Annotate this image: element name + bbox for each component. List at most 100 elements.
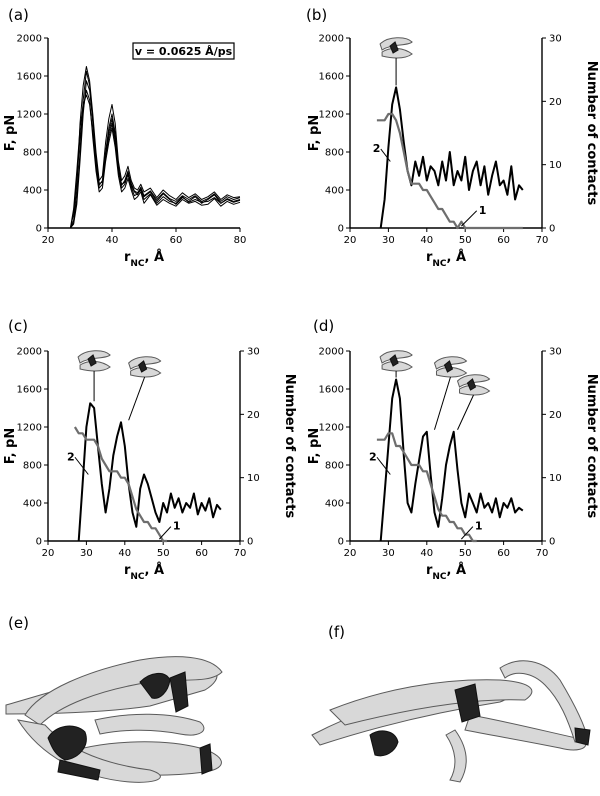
y-tick-label-a: 400 <box>23 186 42 197</box>
y-axis-label-a: F, pN <box>3 115 18 151</box>
y-tick-label-d: 2000 <box>319 347 344 358</box>
y2-axis-label-b: Number of contacts <box>584 61 599 206</box>
y-tick-label-d: 0 <box>338 537 344 548</box>
y2-tick-label-b: 0 <box>549 224 555 235</box>
y2-tick-label-d: 10 <box>549 473 562 484</box>
y2-tick-label-c: 0 <box>247 537 253 548</box>
x-tick-label-d: 70 <box>536 548 549 559</box>
series-line-a-4 <box>70 80 241 229</box>
panel-label-d: (d) <box>313 317 334 335</box>
x-tick-label-c: 20 <box>42 548 55 559</box>
x-tick-label-a: 60 <box>170 235 183 246</box>
inset-helix <box>87 354 97 367</box>
inset-helix <box>443 360 454 373</box>
inset-helix <box>389 41 399 54</box>
x-tick-label-a: 20 <box>42 235 55 246</box>
x-tick-label-c: 40 <box>118 548 131 559</box>
y-tick-label-c: 400 <box>23 499 42 510</box>
y-tick-label-b: 800 <box>325 148 344 159</box>
structure-inset-leader-d-1 <box>434 376 451 430</box>
protein-structure-e <box>5 656 223 783</box>
y-tick-label-c: 800 <box>23 461 42 472</box>
x-tick-label-a: 80 <box>234 235 247 246</box>
y2-tick-label-d: 30 <box>549 347 562 358</box>
x-tick-label-d: 50 <box>459 548 472 559</box>
y-tick-label-b: 2000 <box>319 34 344 45</box>
chart-c: 20 30 40 50 60 7004008001200160020000102030F,… <box>3 347 297 583</box>
curve-label-1-leader-b <box>461 210 478 227</box>
y2-axis-label-c: Number of contacts <box>282 374 297 519</box>
x-axis-label-b: rNC, Å <box>426 249 466 269</box>
x-tick-label-c: 70 <box>234 548 247 559</box>
y-tick-label-d: 1600 <box>319 385 344 396</box>
y-tick-label-c: 1200 <box>17 423 42 434</box>
y-tick-label-b: 400 <box>325 186 344 197</box>
y-tick-label-a: 2000 <box>17 34 42 45</box>
chart-b: 20 30 40 50 60 7004008001200160020000102030F,… <box>307 34 599 270</box>
x-tick-label-d: 20 <box>344 548 357 559</box>
y-axis-label-d: F, pN <box>307 428 322 464</box>
curve-label-2-leader-b <box>380 148 391 162</box>
x-tick-label-c: 30 <box>80 548 93 559</box>
series-line-a-3 <box>69 94 241 229</box>
y-tick-label-b: 0 <box>338 224 344 235</box>
curve-label-1-d: 1 <box>475 520 483 533</box>
curve-label-2-b: 2 <box>373 142 381 155</box>
y-axis-label-b: F, pN <box>307 115 322 151</box>
structure-inset-d-1 <box>433 356 468 378</box>
x-axis-label-a: rNC, Å <box>124 249 164 269</box>
panel-label-e: (e) <box>8 614 29 632</box>
x-tick-label-a: 40 <box>106 235 119 246</box>
y2-tick-label-b: 20 <box>549 97 562 108</box>
y-tick-label-d: 400 <box>325 499 344 510</box>
x-tick-label-d: 60 <box>497 548 510 559</box>
x-tick-label-b: 30 <box>382 235 395 246</box>
panel-label-c: (c) <box>8 317 28 335</box>
x-tick-label-c: 50 <box>157 548 170 559</box>
structure-inset-leader-d-2 <box>457 394 474 430</box>
structure-inset-d-0 <box>379 350 413 372</box>
velocity-label: v = 0.0625 Å/ps <box>135 45 233 58</box>
structure-inset-c-1 <box>128 356 162 378</box>
y-axis-label-c: F, pN <box>3 428 18 464</box>
y2-tick-label-c: 10 <box>247 473 260 484</box>
panel-label-f: (f) <box>328 623 345 641</box>
curve-label-1-b: 1 <box>479 204 487 217</box>
inset-helix <box>389 354 399 367</box>
curve-label-1-c: 1 <box>173 520 181 533</box>
curve-label-2-c: 2 <box>67 450 75 463</box>
x-axis-label-d: rNC, Å <box>426 562 466 582</box>
y2-tick-label-d: 20 <box>549 410 562 421</box>
x-tick-label-b: 60 <box>497 235 510 246</box>
y-tick-label-c: 1600 <box>17 385 42 396</box>
series-line-c-0 <box>77 402 222 542</box>
series-line-c-1 <box>73 426 167 543</box>
structure-inset-d-2 <box>456 374 491 396</box>
y-tick-label-a: 1200 <box>17 110 42 121</box>
series-line-b-1 <box>376 112 523 230</box>
curve-label-2-leader-d <box>376 456 391 475</box>
curve-label-2-leader-c <box>74 456 89 475</box>
series-line-a-2 <box>69 66 241 229</box>
x-tick-label-d: 40 <box>420 548 433 559</box>
y2-tick-label-b: 10 <box>549 160 562 171</box>
protein-structure-f <box>311 660 591 783</box>
y-tick-label-b: 1200 <box>319 110 344 121</box>
series-line-b-0 <box>379 86 524 229</box>
series-line-d-1 <box>376 432 477 543</box>
inset-helix <box>138 360 148 373</box>
y-tick-label-c: 0 <box>36 537 42 548</box>
panel-label-b: (b) <box>306 6 327 24</box>
y-tick-label-b: 1600 <box>319 72 344 83</box>
x-axis-label-c: rNC, Å <box>124 562 164 582</box>
y-tick-label-a: 1600 <box>17 72 42 83</box>
y2-tick-label-c: 30 <box>247 347 260 358</box>
velocity-box <box>132 42 235 60</box>
x-tick-label-b: 20 <box>344 235 357 246</box>
structure-inset-leader-c-1 <box>128 376 146 421</box>
curve-label-2-d: 2 <box>369 450 377 463</box>
curve-label-1-leader-c <box>158 526 172 540</box>
